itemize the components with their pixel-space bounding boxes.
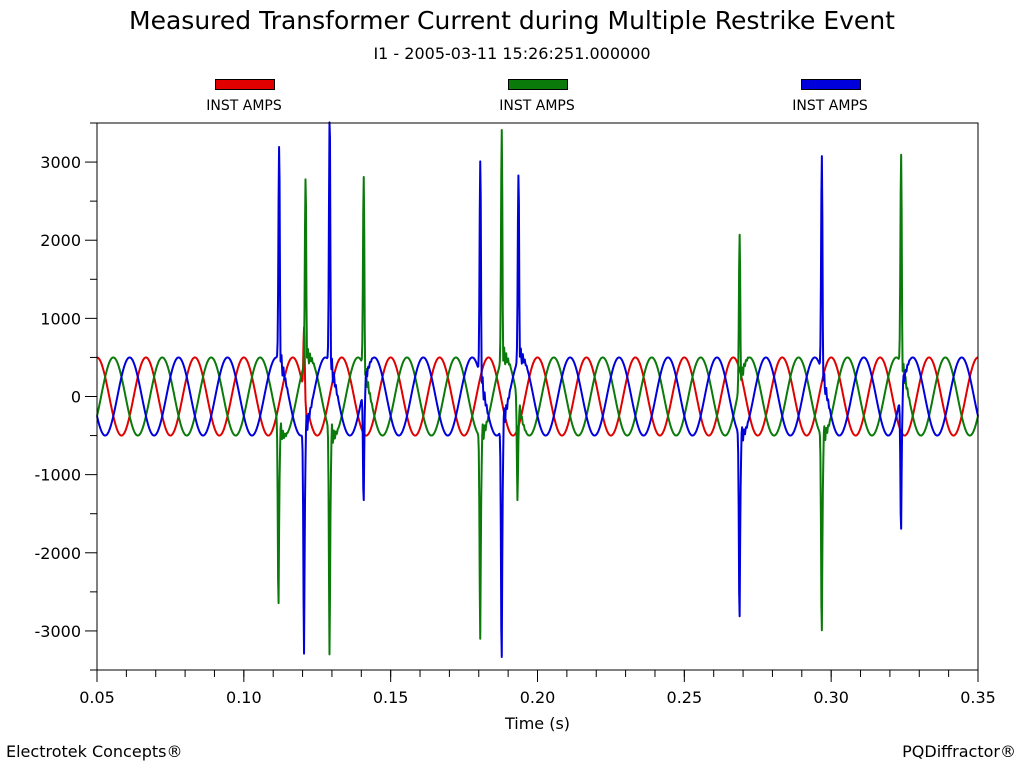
y-tick-label: -1000 [35,466,82,485]
legend-label-series-1: INST AMPS [206,98,282,114]
x-tick-label: 0.10 [226,688,262,707]
series-layer [96,121,979,658]
plot-frame [96,122,979,671]
series-line-3 [96,121,979,658]
series-line-2 [96,128,979,656]
chart-subtitle: I1 - 2005-03-11 15:26:251.000000 [373,44,651,63]
legend-swatch-series-3 [801,79,861,90]
y-tick-label: 1000 [40,309,81,328]
x-tick-label: 0.15 [373,688,409,707]
y-tick-label: 0 [71,388,81,407]
footer-right-brand: PQDiffractor® [902,742,1016,761]
footer-left-brand: Electrotek Concepts® [6,742,183,761]
axis-layer: 0.05 0.10 0.15 0.20 0.25 0.30 0.35 3000 2000 1000… [35,122,996,707]
x-tick-label: 0.30 [813,688,849,707]
x-tick-label: 0.25 [667,688,703,707]
x-tick-label: 0.35 [960,688,996,707]
series-line-1 [96,326,979,437]
legend-swatch-series-1 [215,79,275,90]
x-tick-label: 0.20 [520,688,556,707]
y-tick-label: -2000 [35,544,82,563]
legend-label-series-2: INST AMPS [499,98,575,114]
y-tick-label: 3000 [40,153,81,172]
x-tick-label: 0.05 [79,688,115,707]
y-tick-label: 2000 [40,231,81,250]
legend-swatch-series-2 [508,79,568,90]
y-tick-label: -3000 [35,622,82,641]
legend-label-series-3: INST AMPS [792,98,868,114]
x-axis-title: Time (s) [504,714,570,733]
chart-title: Measured Transformer Current during Mult… [129,6,895,35]
